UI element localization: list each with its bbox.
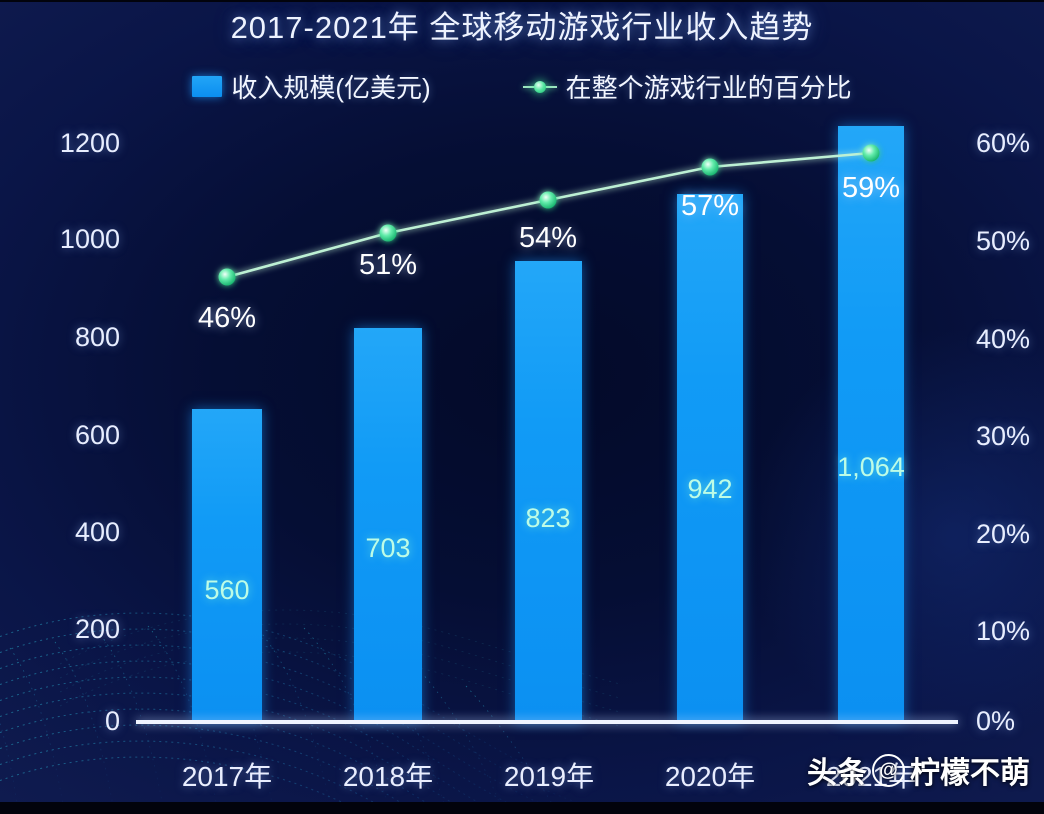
y-axis-right-tick-50: 50% xyxy=(976,226,1031,256)
chart-legend: 收入规模(亿美元) 在整个游戏行业的百分比 xyxy=(0,68,1044,105)
bar-value-2021: 1,064 xyxy=(837,452,905,482)
y-axis-right-tick-40: 40% xyxy=(976,324,1031,354)
y-axis-left-tick-400: 400 xyxy=(74,517,120,547)
bar-value-2017: 560 xyxy=(204,575,250,605)
pct-label-2020: 57% xyxy=(680,190,740,222)
bar-2021[interactable] xyxy=(838,126,904,722)
y-axis-left-tick-200: 200 xyxy=(74,614,120,644)
y-axis-right-tick-0: 0% xyxy=(976,706,1016,736)
legend-item-percentage[interactable]: 在整个游戏行业的百分比 xyxy=(522,68,852,105)
pct-label-2019: 54% xyxy=(518,222,578,254)
x-axis-label-2017: 2017年 xyxy=(181,761,273,792)
bar-2020[interactable] xyxy=(677,194,743,722)
chart-title: 2017-2021年 全球移动游戏行业收入趋势 xyxy=(230,10,814,45)
letterbox-bottom xyxy=(0,802,1044,814)
bar-swatch-icon xyxy=(192,76,223,97)
bar-value-2020: 942 xyxy=(687,474,733,504)
y-axis-left-tick-0: 0 xyxy=(104,706,120,736)
bar-value-2018: 703 xyxy=(365,533,411,563)
pct-label-2018: 51% xyxy=(358,249,418,281)
legend-label-revenue: 收入规模(亿美元) xyxy=(231,73,431,103)
bar-2017[interactable] xyxy=(192,409,262,722)
line-dot-icon xyxy=(522,80,557,94)
bar-2019[interactable] xyxy=(515,261,582,722)
bar-value-2019: 823 xyxy=(525,503,571,533)
y-axis-left-tick-1200: 1200 xyxy=(59,128,120,158)
y-axis-left-tick-1000: 1000 xyxy=(59,224,120,254)
x-axis-label-2020: 2020年 xyxy=(664,761,756,792)
pct-label-2017: 46% xyxy=(197,302,257,334)
letterbox-top xyxy=(0,0,1044,2)
y-axis-right-tick-30: 30% xyxy=(976,421,1031,451)
legend-item-revenue[interactable]: 收入规模(亿美元) xyxy=(192,68,431,105)
y-axis-right-tick-20: 20% xyxy=(976,519,1031,549)
y-axis-left-tick-800: 800 xyxy=(74,322,120,352)
watermark-user: 柠檬不萌 xyxy=(910,757,1030,790)
y-axis-right-tick-10: 10% xyxy=(976,616,1031,646)
x-axis-baseline xyxy=(136,720,958,724)
pct-label-2021: 59% xyxy=(841,172,901,204)
at-icon: @ xyxy=(872,753,905,787)
x-axis-label-2019: 2019年 xyxy=(503,761,595,792)
legend-label-percentage: 在整个游戏行业的百分比 xyxy=(565,73,852,103)
y-axis-right-tick-60: 60% xyxy=(976,128,1031,158)
watermark: 头条 @ 柠檬不萌 xyxy=(807,748,1030,792)
bar-2018[interactable] xyxy=(354,328,422,722)
y-axis-left-tick-600: 600 xyxy=(74,420,120,450)
x-axis-label-2018: 2018年 xyxy=(342,761,434,792)
watermark-brand: 头条 xyxy=(807,757,867,790)
